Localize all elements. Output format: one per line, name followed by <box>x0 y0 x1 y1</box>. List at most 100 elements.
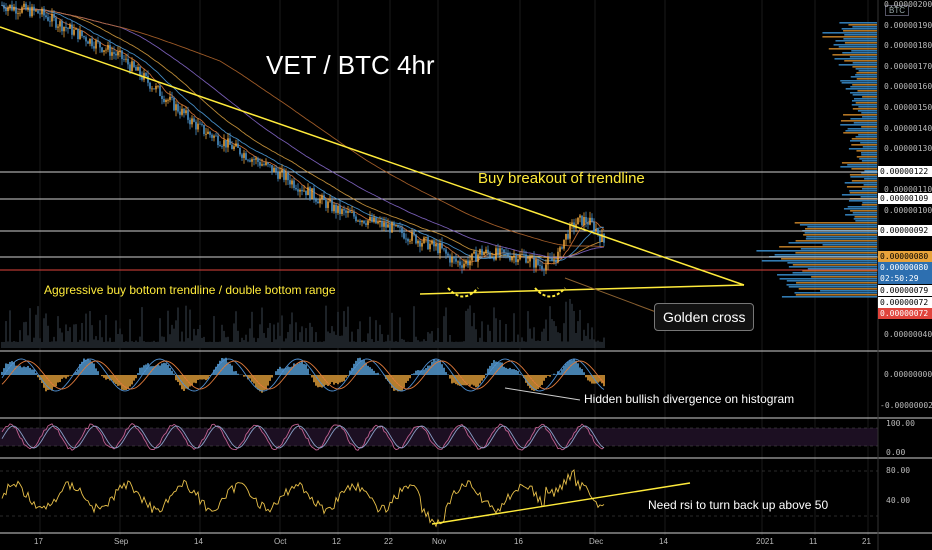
candle-body <box>245 153 247 160</box>
volume-bar <box>149 341 151 348</box>
macd-histogram <box>259 375 261 392</box>
candle-body <box>163 98 165 103</box>
macd-histogram <box>309 374 311 375</box>
candle-body <box>363 220 365 224</box>
macd-histogram <box>147 363 149 375</box>
volume-bar <box>575 332 577 348</box>
volume-bar <box>71 341 73 348</box>
candle-body <box>1 5 3 6</box>
macd-histogram <box>515 369 517 375</box>
volume-bar <box>117 333 119 348</box>
candle-body <box>269 164 271 166</box>
candle-body <box>433 240 435 247</box>
candle-body <box>373 217 375 222</box>
volume-bar <box>377 340 379 348</box>
volume-bar <box>95 336 97 348</box>
candle-body <box>471 253 473 261</box>
volume-bar <box>455 341 457 348</box>
candle-body <box>83 36 85 38</box>
candle-body <box>119 50 121 52</box>
volume-bar <box>543 328 545 348</box>
volume-bar <box>89 311 91 348</box>
macd-histogram <box>35 373 37 375</box>
candle-body <box>225 140 227 148</box>
aggressive-annotation: Aggressive buy bottom trendline / double… <box>44 283 336 297</box>
volume-bar <box>15 341 17 348</box>
candle-body <box>589 217 591 225</box>
candle-body <box>393 222 395 226</box>
volume-profile-bar <box>822 32 877 34</box>
candle-body <box>499 248 501 255</box>
macd-histogram <box>571 360 573 375</box>
volume-profile-bar <box>862 202 877 204</box>
volume-bar <box>257 338 259 348</box>
volume-profile-bar <box>840 124 877 126</box>
volume-bar <box>93 339 95 348</box>
candle-body <box>375 217 377 224</box>
volume-bar <box>491 341 493 348</box>
candle-body <box>379 220 381 223</box>
macd-histogram <box>183 375 185 391</box>
volume-profile-bar <box>786 284 877 286</box>
volume-bar <box>371 339 373 348</box>
candle-body <box>531 256 533 258</box>
candle-body <box>5 8 7 12</box>
macd-histogram <box>445 372 447 375</box>
macd-histogram <box>345 375 347 378</box>
macd-histogram <box>233 371 235 375</box>
volume-bars <box>1 298 605 348</box>
volume-profile-bar <box>839 22 877 24</box>
macd-histogram <box>57 375 59 383</box>
macd-histogram <box>253 375 255 384</box>
macd-histogram <box>433 359 435 375</box>
volume-bar <box>381 334 383 348</box>
volume-profile-bar <box>822 36 877 38</box>
volume-profile-bar <box>805 238 877 240</box>
candle-body <box>251 159 253 162</box>
candle-body <box>479 249 481 255</box>
candle-body <box>517 259 519 263</box>
volume-profile-bar <box>843 114 877 116</box>
candle-body <box>249 160 251 162</box>
macd-histogram <box>153 366 155 375</box>
volume-bar <box>255 341 257 348</box>
candle-body <box>505 252 507 254</box>
macd-histogram <box>317 375 319 388</box>
candle-body <box>91 38 93 47</box>
macd-histogram <box>549 375 551 377</box>
volume-bar <box>191 340 193 348</box>
volume-bar <box>369 316 371 348</box>
volume-profile-bar <box>861 154 877 156</box>
macd-histogram <box>133 375 135 381</box>
volume-profile-bar <box>774 254 877 256</box>
volume-profile-bar <box>854 216 877 218</box>
volume-bar <box>75 324 77 348</box>
macd-histogram <box>377 372 379 375</box>
candle-body <box>439 243 441 254</box>
macd-histogram <box>205 375 207 381</box>
volume-bar <box>157 341 159 348</box>
volume-bar <box>11 341 13 348</box>
candle-body <box>567 233 569 239</box>
volume-profile-bar <box>860 196 877 198</box>
volume-profile-bar <box>811 276 877 278</box>
macd-histogram <box>495 361 497 375</box>
candle-body <box>429 243 431 250</box>
candle-body <box>295 187 297 190</box>
candle-body <box>207 131 209 134</box>
macd-histogram <box>375 373 377 375</box>
volume-profile-bar <box>851 138 877 140</box>
macd-histogram <box>171 370 173 375</box>
volume-bar <box>565 301 567 348</box>
candle-body <box>513 255 515 258</box>
volume-bar <box>37 306 39 348</box>
volume-profile-bar <box>850 76 877 78</box>
macd-histogram <box>415 370 417 375</box>
macd-histogram <box>341 375 343 382</box>
volume-bar <box>445 307 447 348</box>
candle-body <box>279 171 281 179</box>
volume-bar <box>437 328 439 348</box>
volume-profile-bar <box>861 204 877 206</box>
volume-profile-bar <box>842 52 877 54</box>
volume-profile-bar <box>858 70 877 72</box>
